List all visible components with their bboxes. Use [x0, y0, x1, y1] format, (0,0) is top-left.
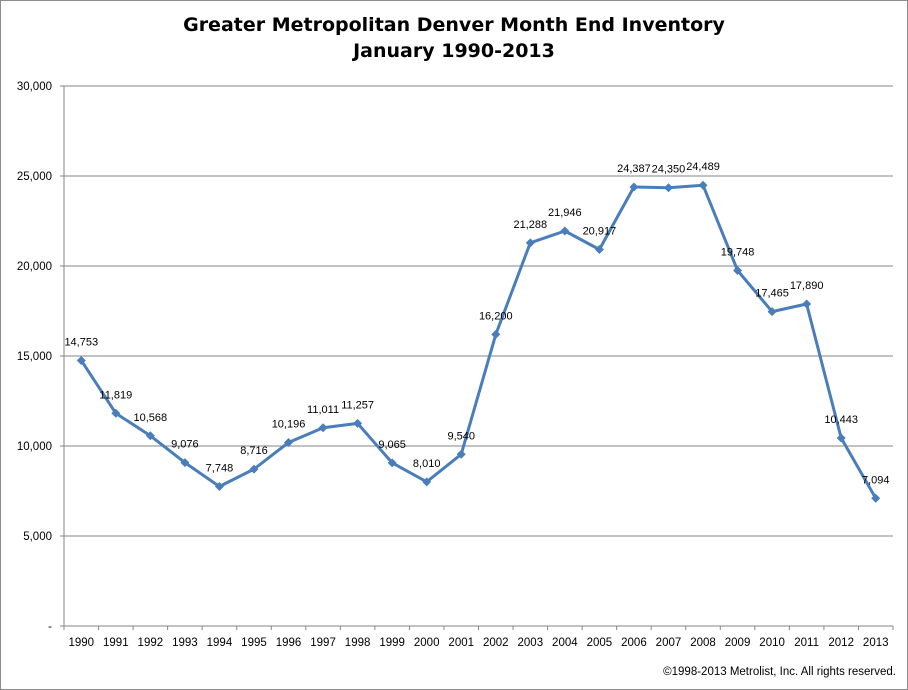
y-tick-label: -	[48, 621, 52, 633]
data-label: 8,716	[240, 445, 268, 457]
data-label: 16,200	[479, 310, 513, 322]
data-label: 9,076	[171, 439, 199, 451]
copyright-notice: ©1998-2013 Metrolist, Inc. All rights re…	[663, 666, 896, 678]
data-point	[76, 355, 86, 365]
data-label: 17,890	[790, 280, 824, 292]
data-label: 21,288	[513, 219, 547, 231]
series-line	[80, 183, 878, 500]
y-tick-label: 25,000	[17, 171, 52, 183]
x-tick-label: 2008	[690, 637, 716, 649]
x-tick-label: 2005	[587, 637, 613, 649]
data-label: 10,443	[824, 414, 858, 426]
data-point	[422, 477, 432, 487]
x-tick-label: 2009	[725, 637, 751, 649]
data-label: 11,819	[99, 389, 132, 401]
x-tick-label: 2001	[448, 637, 474, 649]
x-tick-label: 2000	[414, 637, 440, 649]
data-point	[560, 226, 570, 236]
data-point	[594, 244, 604, 254]
x-tick-label: 2003	[518, 637, 544, 649]
data-point	[318, 423, 328, 433]
y-tick-label: 30,000	[17, 81, 52, 93]
x-tick-label: 2002	[483, 637, 509, 649]
data-label: 24,489	[686, 161, 720, 173]
data-point	[663, 183, 673, 193]
data-point	[733, 266, 743, 276]
y-tick-label: 15,000	[17, 351, 52, 363]
data-label: 21,946	[548, 207, 582, 219]
data-point	[353, 418, 363, 428]
x-tick-label: 2006	[621, 637, 647, 649]
data-point	[284, 437, 294, 447]
data-point	[767, 307, 777, 317]
data-point	[111, 408, 121, 418]
x-tick-label: 2012	[828, 637, 854, 649]
x-tick-label: 2013	[863, 637, 889, 649]
data-label: 11,011	[307, 404, 339, 416]
data-label: 10,196	[272, 418, 306, 430]
chart-subtitle: January 1990-2013	[353, 40, 555, 62]
x-tick-label: 1991	[103, 637, 129, 649]
y-tick-label: 20,000	[17, 261, 52, 273]
data-point	[214, 482, 224, 492]
data-label: 19,748	[721, 247, 755, 259]
data-label: 11,257	[341, 399, 374, 411]
data-label: 7,094	[862, 474, 890, 486]
data-point	[525, 238, 535, 248]
data-point	[491, 329, 501, 339]
data-label: 9,065	[378, 439, 406, 451]
y-tick-label: 10,000	[17, 441, 52, 453]
data-label: 20,917	[583, 225, 617, 237]
data-point	[145, 431, 155, 441]
data-point	[871, 493, 881, 503]
x-tick-label: 1992	[138, 637, 164, 649]
x-tick-label: 1998	[345, 637, 371, 649]
x-tick-label: 2007	[656, 637, 682, 649]
data-point	[836, 433, 846, 443]
data-point	[698, 180, 708, 190]
data-label: 8,010	[413, 458, 441, 470]
data-label: 24,387	[617, 163, 651, 175]
data-label: 9,540	[447, 430, 475, 442]
x-tick-label: 2010	[759, 637, 785, 649]
data-point	[249, 464, 259, 474]
y-tick-label: 5,000	[23, 531, 52, 543]
x-tick-label: 2011	[794, 637, 819, 649]
data-label: 17,465	[755, 288, 789, 300]
x-tick-label: 1990	[68, 637, 94, 649]
x-tick-label: 2004	[552, 637, 578, 649]
data-point	[456, 449, 466, 459]
data-label: 24,350	[652, 164, 686, 176]
data-label: 14,753	[64, 336, 98, 348]
x-tick-label: 1997	[310, 637, 336, 649]
data-point	[180, 458, 190, 468]
data-point	[387, 458, 397, 468]
x-tick-label: 1999	[379, 637, 405, 649]
data-point	[802, 299, 812, 309]
x-tick-label: 1993	[172, 637, 198, 649]
chart-title-block: Greater Metropolitan Denver Month End In…	[0, 12, 908, 64]
chart-title: Greater Metropolitan Denver Month End In…	[183, 14, 725, 36]
x-tick-label: 1995	[241, 637, 267, 649]
data-point	[629, 182, 639, 192]
data-label: 7,748	[206, 463, 234, 475]
data-label: 10,568	[134, 412, 168, 424]
x-tick-label: 1996	[276, 637, 302, 649]
x-tick-label: 1994	[207, 637, 233, 649]
